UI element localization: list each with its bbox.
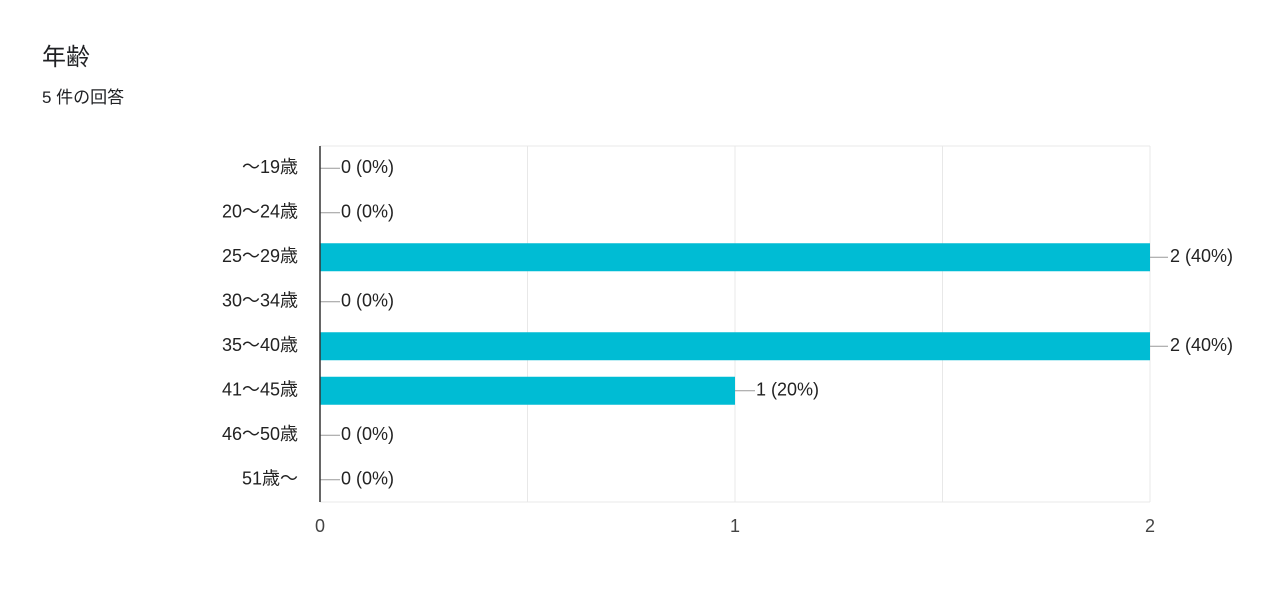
- x-tick-label: 2: [1145, 516, 1155, 536]
- category-label: 51歳〜: [242, 469, 298, 489]
- bar[interactable]: [320, 332, 1150, 361]
- value-label: 0 (0%): [341, 157, 394, 177]
- value-label: 2 (40%): [1170, 246, 1233, 266]
- category-label: 46〜50歳: [222, 424, 298, 444]
- value-label: 0 (0%): [341, 469, 394, 489]
- category-label: 20〜24歳: [222, 202, 298, 222]
- chart-title: 年齢: [42, 44, 90, 71]
- category-label: 25〜29歳: [222, 246, 298, 266]
- category-label: 30〜34歳: [222, 291, 298, 311]
- value-label: 0 (0%): [341, 291, 394, 311]
- category-label: 〜19歳: [242, 157, 298, 177]
- category-label: 41〜45歳: [222, 380, 298, 400]
- bar[interactable]: [320, 376, 735, 405]
- category-label: 35〜40歳: [222, 335, 298, 355]
- value-label: 0 (0%): [341, 424, 394, 444]
- value-label: 2 (40%): [1170, 335, 1233, 355]
- x-tick-label: 0: [315, 516, 325, 536]
- bar[interactable]: [320, 243, 1150, 272]
- value-label: 1 (20%): [756, 380, 819, 400]
- x-tick-label: 1: [730, 516, 740, 536]
- response-count: 5 件の回答: [42, 88, 125, 107]
- value-label: 0 (0%): [341, 202, 394, 222]
